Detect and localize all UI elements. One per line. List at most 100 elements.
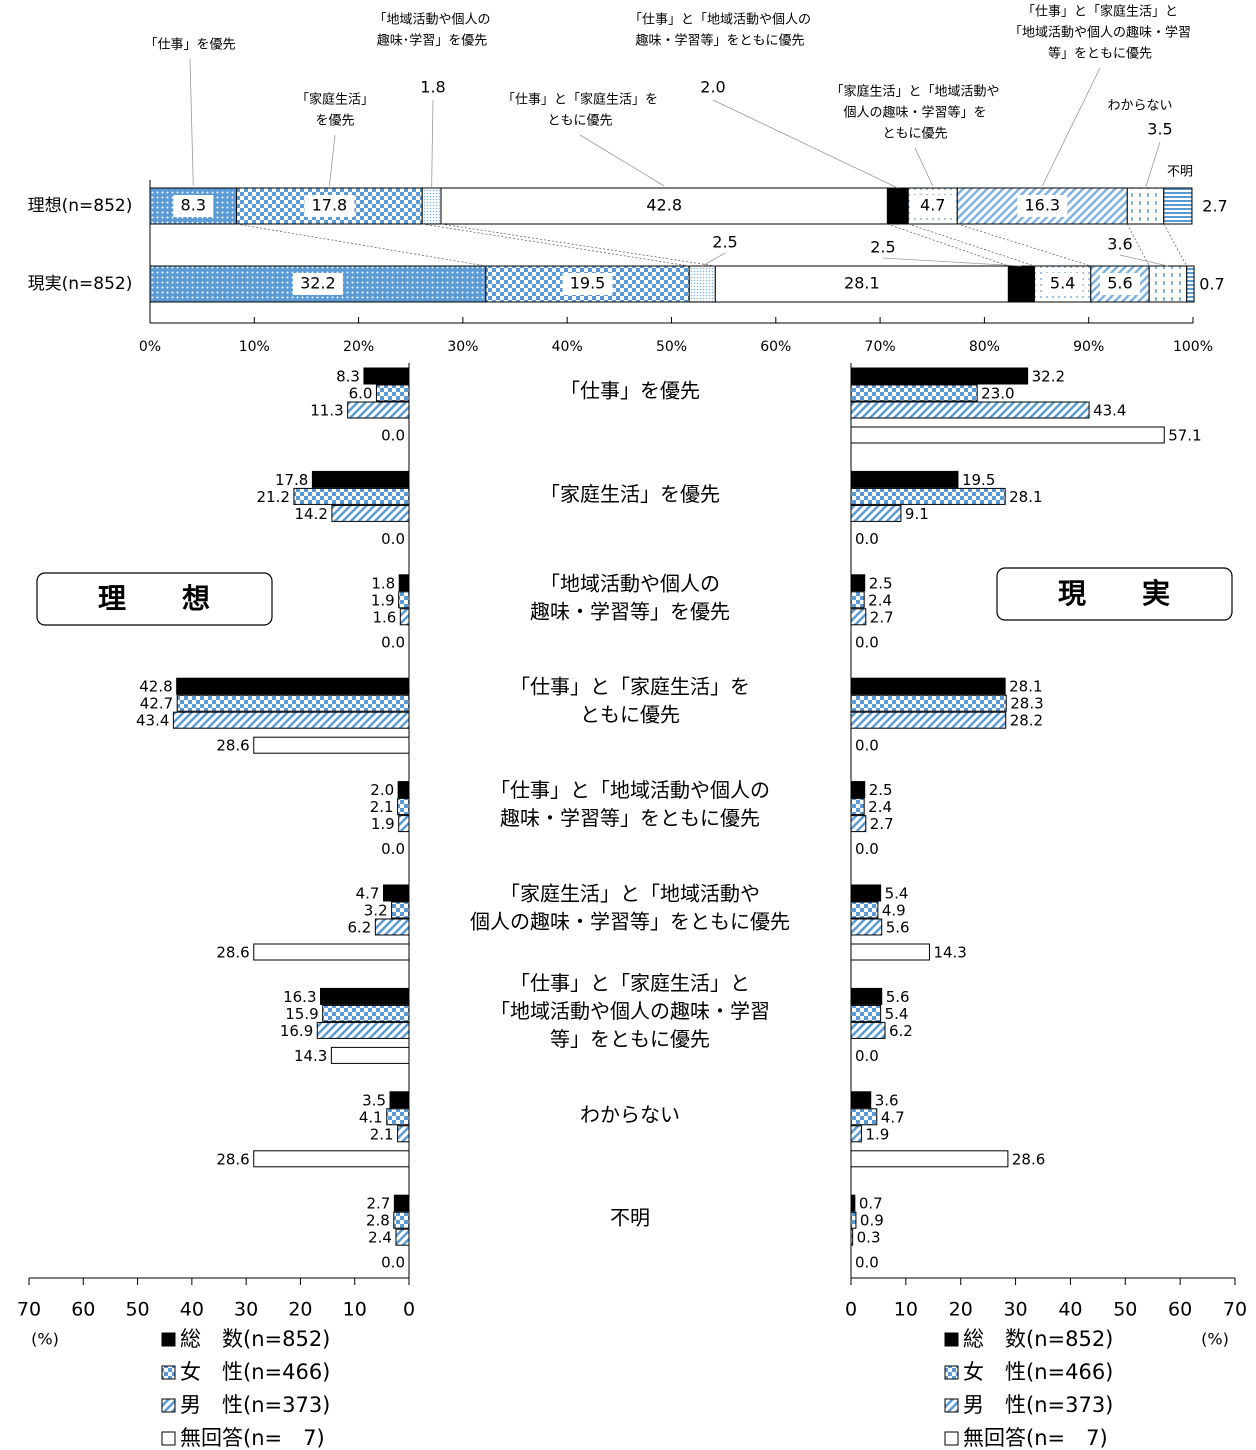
value-label: 28.1 bbox=[1009, 678, 1042, 696]
value-label: 3.6 bbox=[1107, 235, 1132, 254]
legend-swatch bbox=[944, 1431, 959, 1446]
leader-line bbox=[702, 252, 726, 267]
series-name: 趣味･学習」を優先 bbox=[377, 33, 488, 49]
x-tick-label: 40 bbox=[180, 1299, 204, 1321]
bar bbox=[850, 677, 1006, 695]
value-label: 0.0 bbox=[855, 840, 879, 858]
connector bbox=[957, 223, 1091, 267]
value-label: 2.1 bbox=[370, 1125, 394, 1143]
bar bbox=[386, 1108, 410, 1126]
bar-segment bbox=[485, 265, 690, 303]
category-label: 等」をともに優先 bbox=[550, 1027, 710, 1051]
bar bbox=[176, 677, 410, 695]
x-tick-label: 40 bbox=[1058, 1299, 1082, 1321]
value-label: 6.0 bbox=[349, 385, 373, 403]
value-label: 23.0 bbox=[981, 385, 1014, 403]
value-label: 28.6 bbox=[216, 1150, 249, 1168]
label-bg bbox=[304, 195, 355, 217]
bar bbox=[850, 798, 865, 816]
legend-swatch bbox=[161, 1431, 176, 1446]
legend-swatch bbox=[944, 1332, 959, 1347]
connector bbox=[887, 223, 1009, 267]
leader-line bbox=[328, 134, 336, 187]
x-tick-label: 10 bbox=[343, 1299, 367, 1321]
value-label: 42.8 bbox=[646, 196, 682, 215]
legend-label: 男 性(n=373) bbox=[963, 1393, 1113, 1417]
value-label: 1.8 bbox=[371, 574, 395, 592]
series-name: 「仕事」と「家庭生活」と bbox=[1022, 4, 1178, 20]
legend-swatch bbox=[161, 1332, 176, 1347]
series-name: 不明 bbox=[1167, 165, 1193, 180]
x-tick-label: 30 bbox=[1003, 1299, 1027, 1321]
bar bbox=[850, 815, 867, 833]
x-tick-label: 80% bbox=[969, 339, 1000, 355]
bar bbox=[397, 1125, 410, 1143]
value-label: 0.0 bbox=[381, 840, 405, 858]
bar bbox=[331, 504, 410, 522]
legend-label: 総 数(n=852) bbox=[963, 1327, 1113, 1351]
x-tick-label: 40% bbox=[552, 339, 583, 355]
leader-line bbox=[1119, 254, 1169, 267]
legend-swatch bbox=[944, 1365, 959, 1380]
bar bbox=[347, 401, 410, 419]
category-label: 「地域活動や個人の趣味・学習 bbox=[490, 999, 770, 1023]
series-name: 「地域活動や個人の趣味・学習 bbox=[1009, 25, 1191, 41]
label-bg bbox=[1042, 273, 1083, 295]
value-label: 6.2 bbox=[347, 919, 371, 937]
bar bbox=[397, 781, 410, 799]
bar-segment bbox=[421, 187, 442, 225]
label-bg bbox=[292, 273, 343, 295]
value-label: 15.9 bbox=[285, 1005, 318, 1023]
value-label: 0.0 bbox=[855, 633, 879, 651]
value-label: 3.5 bbox=[1147, 120, 1172, 139]
bar-segment bbox=[1007, 265, 1035, 303]
value-label: 0.0 bbox=[855, 1254, 879, 1272]
bar bbox=[850, 1150, 1009, 1168]
value-label: 5.6 bbox=[886, 919, 910, 937]
row-label: 現実(n=852) bbox=[28, 274, 133, 294]
x-tick-label: 10 bbox=[894, 1299, 918, 1321]
bar bbox=[375, 384, 410, 402]
value-label: 57.1 bbox=[1168, 427, 1201, 445]
value-label: 0.0 bbox=[855, 737, 879, 755]
value-label: 2.8 bbox=[366, 1212, 390, 1230]
category-label: 趣味・学習等」をともに優先 bbox=[500, 806, 760, 830]
value-label: 28.2 bbox=[1010, 712, 1043, 730]
label-bg bbox=[562, 273, 613, 295]
value-label: 1.9 bbox=[371, 815, 395, 833]
value-label: 2.0 bbox=[700, 78, 725, 97]
value-label: 43.4 bbox=[136, 712, 169, 730]
label-bg bbox=[912, 195, 953, 217]
value-label: 0.3 bbox=[857, 1229, 881, 1247]
x-tick-label: 0 bbox=[845, 1299, 857, 1321]
value-label: 2.5 bbox=[712, 233, 737, 252]
bar bbox=[850, 1125, 862, 1143]
bar bbox=[850, 918, 883, 936]
series-name: を優先 bbox=[315, 114, 354, 129]
series-name: 「仕事」と「家庭生活」を bbox=[502, 92, 658, 108]
value-label: 2.7 bbox=[870, 815, 894, 833]
bar bbox=[330, 1046, 410, 1064]
leader-line bbox=[882, 257, 1022, 267]
series-name: ともに優先 bbox=[882, 127, 947, 142]
label-bg bbox=[1017, 195, 1068, 217]
value-label: 2.7 bbox=[366, 1195, 390, 1213]
x-tick-label: 20 bbox=[949, 1299, 973, 1321]
bar bbox=[395, 1228, 410, 1246]
bar bbox=[399, 608, 410, 626]
connector bbox=[908, 223, 1035, 267]
bar bbox=[397, 798, 410, 816]
bar bbox=[850, 987, 883, 1005]
panel-label-box bbox=[996, 567, 1233, 621]
label-bg bbox=[639, 195, 690, 217]
x-tick-label: 0 bbox=[403, 1299, 415, 1321]
bar bbox=[393, 1211, 410, 1229]
bar bbox=[253, 736, 410, 754]
category-label: 「仕事」と「家庭生活」を bbox=[510, 675, 750, 699]
value-label: 28.6 bbox=[1012, 1150, 1045, 1168]
bar bbox=[850, 470, 959, 488]
value-label: 2.5 bbox=[869, 574, 893, 592]
legend-label: 男 性(n=373) bbox=[180, 1393, 330, 1417]
